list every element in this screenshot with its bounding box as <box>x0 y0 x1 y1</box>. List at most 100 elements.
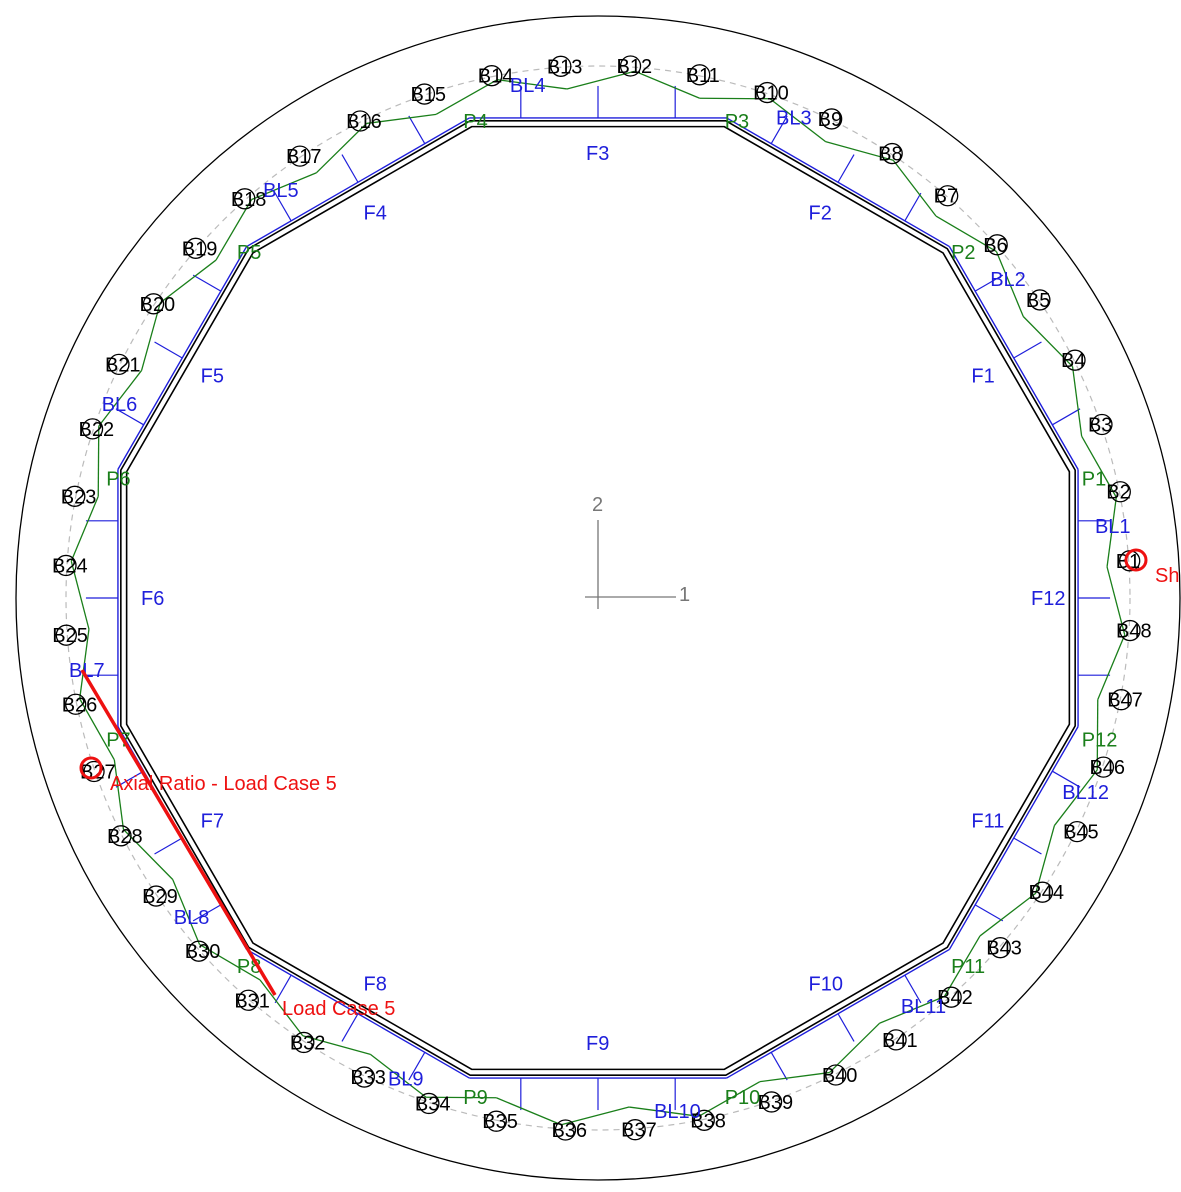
bar-label: B7 <box>934 186 958 208</box>
bend-line-label: BL5 <box>263 180 299 202</box>
bar-label: B28 <box>107 826 143 848</box>
plate-label: P10 <box>725 1087 761 1109</box>
bar-label: B29 <box>142 886 178 908</box>
bar-marker <box>64 485 86 507</box>
bar-label: B45 <box>1063 822 1099 844</box>
bar-label: B14 <box>478 66 514 88</box>
bend-line-label: BL1 <box>1095 516 1131 538</box>
shell-polygon <box>120 120 1076 1076</box>
face-tick <box>904 192 922 222</box>
bar-marker <box>65 693 87 715</box>
bar-label: B23 <box>61 486 97 508</box>
bar-label: B6 <box>983 235 1007 257</box>
bar-label: B39 <box>758 1092 794 1114</box>
face-tick <box>837 1013 855 1042</box>
bar-label: B9 <box>818 109 842 131</box>
face-tick <box>154 341 183 359</box>
axis-2-label: 2 <box>592 494 603 516</box>
bend-line-label: BL4 <box>510 75 546 97</box>
bar-marker <box>885 1029 907 1051</box>
face-tick <box>904 974 922 1004</box>
face-tick <box>974 904 1004 922</box>
face-lines <box>85 85 1111 1111</box>
plate-segment <box>995 251 1024 317</box>
bar-marker <box>237 989 259 1011</box>
bar-marker <box>825 1064 847 1086</box>
face-tick <box>974 274 1004 292</box>
bar-marker <box>234 188 256 210</box>
bar-label: B2 <box>1106 482 1130 504</box>
bar-marker <box>353 1066 375 1088</box>
plate-segment <box>426 1096 497 1099</box>
face-tick <box>274 974 292 1004</box>
face-tick <box>192 274 222 292</box>
plate-segment <box>825 140 894 161</box>
face-label: F8 <box>364 973 387 995</box>
bar-marker <box>1066 821 1088 843</box>
plate-segment <box>829 1022 880 1074</box>
axis-triad: 1 2 <box>585 494 690 609</box>
plate-segment <box>1053 769 1098 826</box>
plate-segment <box>979 892 1037 937</box>
red-highlights: Axial Ratio - Load Case 5 Load Case 5 Sh <box>79 548 1179 1020</box>
face-label: F3 <box>586 143 609 165</box>
plate-segment <box>199 943 261 981</box>
bar-label: B8 <box>878 144 902 166</box>
face-tick <box>408 115 426 144</box>
plate-segment <box>97 426 100 497</box>
bend-line-label: BL9 <box>388 1068 424 1090</box>
face-labels: F1 F2 F3 F4 F5 F6 F7 F8 F9 F10 F11 F12 <box>141 143 1065 1055</box>
plate-lines <box>70 70 1126 1126</box>
bend-line-label: BL11 <box>901 996 946 1018</box>
bar-label: B24 <box>52 555 88 577</box>
face-label: F6 <box>141 588 164 610</box>
bar-label: B10 <box>753 83 789 105</box>
plate-label: P2 <box>951 242 975 264</box>
bend-line-labels: BL1 BL2 BL3 BL4 BL5 BL6 BL7 BL8 BL9 BL10 BL11 BL12 <box>69 75 1131 1123</box>
bar-marker <box>1029 289 1051 311</box>
plate-segment <box>892 159 937 217</box>
plate-segment <box>79 629 90 699</box>
bar-marker <box>1109 481 1131 503</box>
bar-label: B32 <box>290 1032 326 1054</box>
face-tick <box>274 192 292 222</box>
face-tick <box>408 1052 426 1081</box>
bar-label: B25 <box>52 625 88 647</box>
plate-segment <box>70 561 90 630</box>
plate-segment <box>1096 699 1099 770</box>
shear-marker <box>1124 548 1148 572</box>
bar-label: B3 <box>1088 414 1112 436</box>
plate-segment <box>366 113 437 125</box>
bar-marker <box>550 55 572 77</box>
plate-segment <box>561 1106 630 1126</box>
plate-segment <box>1081 435 1117 498</box>
plate-label: P3 <box>725 111 749 133</box>
plate-segment <box>1097 634 1126 700</box>
face-tick <box>341 154 359 183</box>
plate-label: P5 <box>237 242 261 264</box>
plate-label: P7 <box>106 730 130 752</box>
face-tick <box>1052 408 1081 426</box>
plate-segment <box>1071 366 1083 437</box>
bar-label: B37 <box>621 1120 657 1142</box>
bar-label: B34 <box>415 1093 451 1115</box>
bar-marker <box>1064 349 1086 371</box>
bar-label: B13 <box>547 56 583 78</box>
bar-marker <box>619 55 642 77</box>
plate-segment <box>259 979 304 1037</box>
bar-label: B38 <box>690 1110 726 1132</box>
bar-marker <box>693 1109 715 1131</box>
bar-marker <box>1110 689 1132 711</box>
plate-label: P1 <box>1082 468 1106 490</box>
load-case-label: Load Case 5 <box>282 998 395 1020</box>
plate-label: P4 <box>463 111 487 133</box>
bar-marker <box>881 142 903 165</box>
shell-inner-edge <box>125 125 1071 1071</box>
bar-label: B15 <box>410 84 446 106</box>
plate-segment <box>769 98 826 143</box>
face-label: F12 <box>1031 588 1065 610</box>
plate-segment <box>70 496 99 562</box>
bar-marker <box>145 885 167 907</box>
